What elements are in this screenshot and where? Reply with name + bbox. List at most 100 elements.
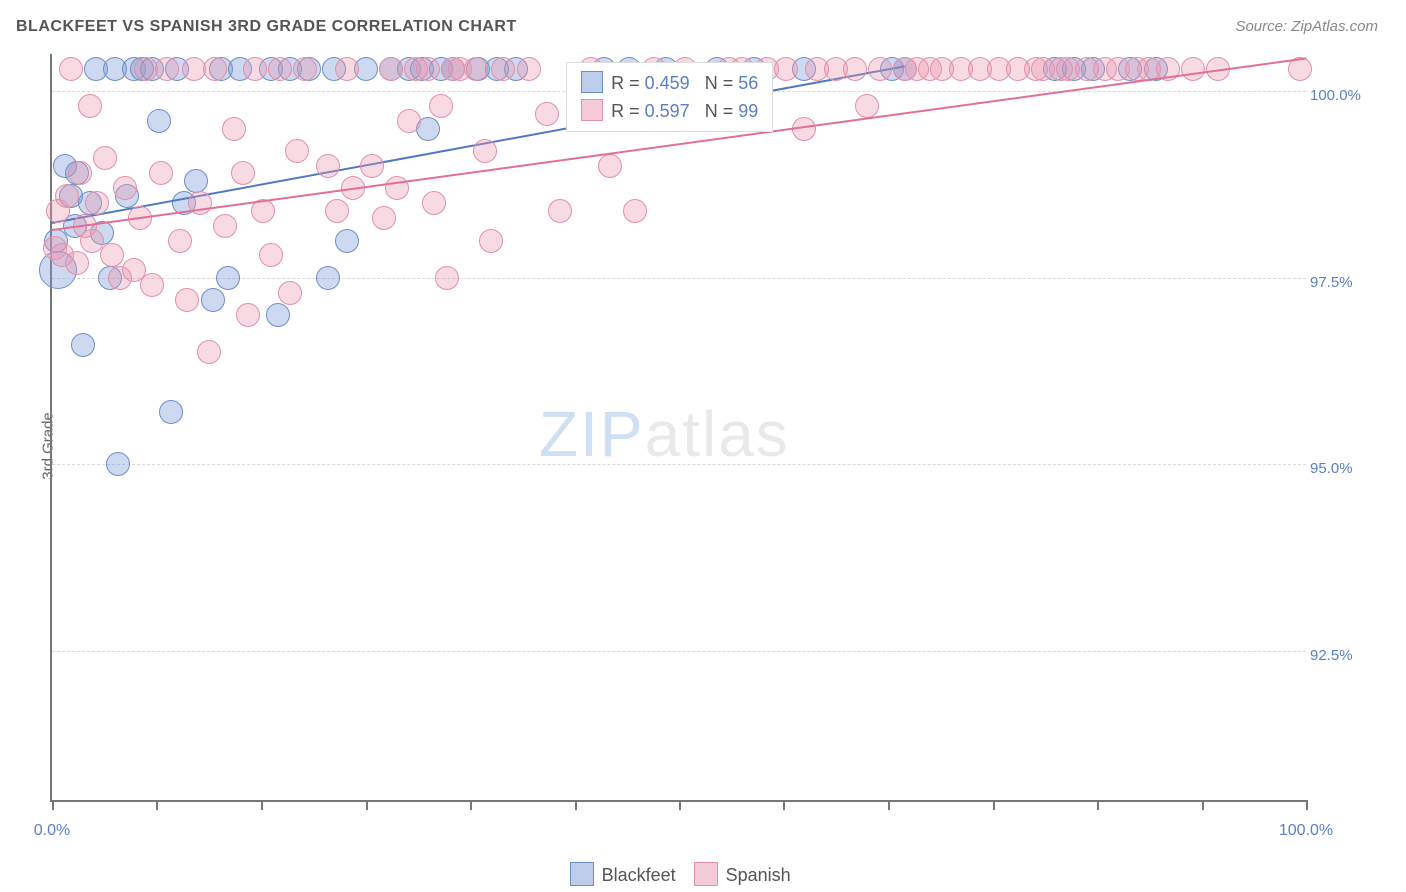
x-tick xyxy=(1306,800,1308,810)
scatter-point xyxy=(243,57,267,81)
scatter-point xyxy=(100,243,124,267)
x-tick xyxy=(1097,800,1099,810)
stats-R-value: 0.459 xyxy=(645,73,690,93)
scatter-point xyxy=(464,57,488,81)
scatter-point xyxy=(548,199,572,223)
x-tick xyxy=(888,800,890,810)
scatter-point xyxy=(68,161,92,185)
scatter-point xyxy=(65,251,89,275)
stats-swatch xyxy=(581,71,603,93)
scatter-point xyxy=(93,146,117,170)
x-tick xyxy=(156,800,158,810)
x-tick-label: 0.0% xyxy=(34,822,70,840)
scatter-point xyxy=(147,109,171,133)
scatter-point xyxy=(293,57,317,81)
scatter-point xyxy=(203,57,227,81)
scatter-point xyxy=(216,266,240,290)
stats-R-label: R = xyxy=(611,101,645,121)
scatter-point xyxy=(213,214,237,238)
scatter-point xyxy=(231,161,255,185)
x-tick xyxy=(993,800,995,810)
legend-swatch xyxy=(570,862,594,886)
scatter-point xyxy=(201,288,225,312)
stats-N-label: N = xyxy=(690,101,739,121)
scatter-point xyxy=(335,57,359,81)
scatter-point xyxy=(222,117,246,141)
scatter-point xyxy=(113,176,137,200)
legend-swatch xyxy=(694,862,718,886)
scatter-point xyxy=(316,266,340,290)
scatter-point xyxy=(491,57,515,81)
scatter-point xyxy=(479,229,503,253)
scatter-point xyxy=(422,191,446,215)
stats-R-value: 0.597 xyxy=(645,101,690,121)
scatter-point xyxy=(184,169,208,193)
scatter-point xyxy=(197,340,221,364)
scatter-point xyxy=(259,243,283,267)
stats-box: R = 0.459 N = 56 R = 0.597 N = 99 xyxy=(566,62,773,132)
scatter-point xyxy=(598,154,622,178)
scatter-point xyxy=(517,57,541,81)
y-tick-label: 97.5% xyxy=(1310,274,1380,291)
y-tick-label: 92.5% xyxy=(1310,647,1380,664)
scatter-point xyxy=(843,57,867,81)
y-tick-label: 100.0% xyxy=(1310,87,1380,104)
scatter-point xyxy=(266,303,290,327)
scatter-point xyxy=(278,281,302,305)
scatter-point xyxy=(335,229,359,253)
scatter-point xyxy=(168,229,192,253)
scatter-point xyxy=(268,57,292,81)
legend-label: Spanish xyxy=(726,865,791,885)
legend-label: Blackfeet xyxy=(602,865,676,885)
chart-container: BLACKFEET VS SPANISH 3RD GRADE CORRELATI… xyxy=(0,0,1406,892)
x-tick xyxy=(261,800,263,810)
gridline xyxy=(52,464,1306,465)
scatter-point xyxy=(868,57,892,81)
scatter-point xyxy=(855,94,879,118)
scatter-point xyxy=(325,199,349,223)
scatter-point xyxy=(155,57,179,81)
scatter-point xyxy=(1181,57,1205,81)
y-tick-label: 95.0% xyxy=(1310,460,1380,477)
scatter-point xyxy=(59,57,83,81)
x-tick xyxy=(575,800,577,810)
scatter-point xyxy=(80,229,104,253)
chart-title: BLACKFEET VS SPANISH 3RD GRADE CORRELATI… xyxy=(16,18,517,36)
scatter-point xyxy=(774,57,798,81)
legend: Blackfeet Spanish xyxy=(552,862,791,886)
scatter-point xyxy=(85,191,109,215)
scatter-point xyxy=(435,266,459,290)
plot-area: 92.5%95.0%97.5%100.0%0.0%100.0%R = 0.459… xyxy=(50,54,1306,802)
scatter-point xyxy=(372,206,396,230)
x-tick xyxy=(783,800,785,810)
gridline xyxy=(52,278,1306,279)
x-tick xyxy=(1202,800,1204,810)
stats-N-value: 56 xyxy=(738,73,758,93)
gridline xyxy=(52,651,1306,652)
stats-R-label: R = xyxy=(611,73,645,93)
scatter-point xyxy=(55,184,79,208)
scatter-point xyxy=(429,94,453,118)
scatter-point xyxy=(416,57,440,81)
scatter-point xyxy=(236,303,260,327)
stats-swatch xyxy=(581,99,603,121)
stats-N-label: N = xyxy=(690,73,739,93)
source-label: Source: ZipAtlas.com xyxy=(1235,18,1378,35)
scatter-point xyxy=(397,109,421,133)
x-tick xyxy=(679,800,681,810)
scatter-point xyxy=(78,94,102,118)
x-tick xyxy=(52,800,54,810)
scatter-point xyxy=(106,452,130,476)
scatter-point xyxy=(140,273,164,297)
scatter-point xyxy=(149,161,173,185)
scatter-point xyxy=(159,400,183,424)
scatter-point xyxy=(473,139,497,163)
stats-N-value: 99 xyxy=(738,101,758,121)
scatter-point xyxy=(623,199,647,223)
x-tick xyxy=(366,800,368,810)
scatter-point xyxy=(379,57,403,81)
scatter-point xyxy=(175,288,199,312)
x-tick-label: 100.0% xyxy=(1279,822,1333,840)
scatter-point xyxy=(71,333,95,357)
scatter-point xyxy=(535,102,559,126)
